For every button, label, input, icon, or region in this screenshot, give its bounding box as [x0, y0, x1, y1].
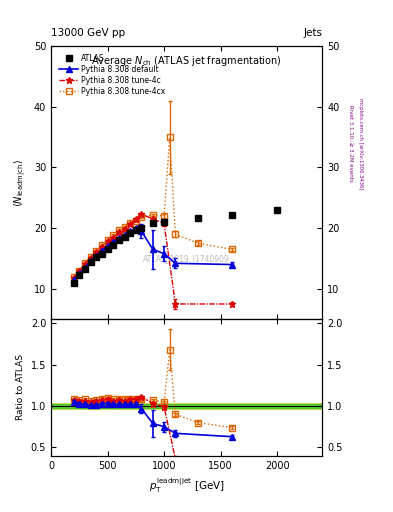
- Bar: [51, 403, 322, 409]
- Text: ATLAS_2019_I1740909: ATLAS_2019_I1740909: [143, 254, 230, 264]
- X-axis label: $p_{\rm T}^{\rm leadm|jet}$ [GeV]: $p_{\rm T}^{\rm leadm|jet}$ [GeV]: [149, 476, 225, 495]
- Y-axis label: $\langle N_{\rm leadm|ch}\rangle$: $\langle N_{\rm leadm|ch}\rangle$: [13, 159, 28, 207]
- Y-axis label: Ratio to ATLAS: Ratio to ATLAS: [16, 354, 25, 420]
- Bar: [51, 404, 322, 408]
- Text: Average $N_{\rm ch}$ (ATLAS jet fragmentation): Average $N_{\rm ch}$ (ATLAS jet fragment…: [92, 54, 282, 68]
- Text: 13000 GeV pp: 13000 GeV pp: [51, 28, 125, 38]
- Text: Rivet 3.1.10, ≥ 3.2M events: Rivet 3.1.10, ≥ 3.2M events: [348, 105, 353, 182]
- Text: mcplots.cern.ch [arXiv:1306.3436]: mcplots.cern.ch [arXiv:1306.3436]: [358, 98, 364, 189]
- Text: Jets: Jets: [303, 28, 322, 38]
- Legend: ATLAS, Pythia 8.308 default, Pythia 8.308 tune-4c, Pythia 8.308 tune-4cx: ATLAS, Pythia 8.308 default, Pythia 8.30…: [56, 51, 169, 99]
